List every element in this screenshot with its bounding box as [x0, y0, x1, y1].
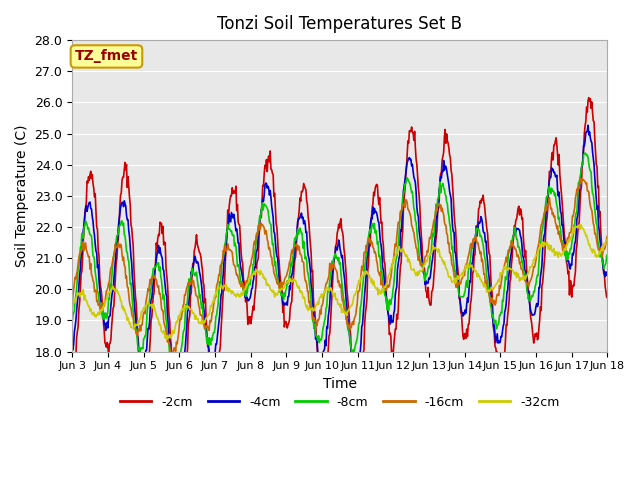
-4cm [406, 155, 413, 160]
-8cm [78, 230, 86, 236]
-2cm [174, 430, 182, 435]
Line: -32cm: -32cm [72, 225, 607, 339]
-8cm [604, 252, 611, 258]
-32cm [406, 259, 413, 265]
-16cm [68, 300, 76, 306]
-8cm [133, 332, 141, 338]
Line: -8cm: -8cm [72, 153, 607, 377]
-16cm [216, 263, 224, 268]
-16cm [188, 277, 196, 283]
-16cm [421, 254, 429, 260]
Text: TZ_fmet: TZ_fmet [75, 49, 138, 63]
Y-axis label: Soil Temperature (C): Soil Temperature (C) [15, 125, 29, 267]
-32cm [68, 306, 76, 312]
Legend: -2cm, -4cm, -8cm, -16cm, -32cm: -2cm, -4cm, -8cm, -16cm, -32cm [115, 391, 564, 414]
Line: -2cm: -2cm [72, 97, 607, 432]
-32cm [188, 308, 196, 314]
-2cm [188, 272, 196, 277]
-8cm [581, 150, 589, 156]
-4cm [133, 332, 141, 338]
-32cm [163, 336, 170, 342]
-32cm [421, 262, 429, 267]
-2cm [216, 344, 224, 350]
-2cm [406, 128, 413, 133]
-8cm [406, 180, 413, 185]
-2cm [604, 295, 611, 300]
-2cm [421, 272, 429, 277]
Line: -4cm: -4cm [72, 125, 607, 401]
-32cm [604, 236, 611, 242]
-4cm [421, 281, 429, 287]
X-axis label: Time: Time [323, 377, 356, 391]
-32cm [133, 322, 141, 327]
-16cm [133, 332, 141, 338]
-4cm [68, 345, 76, 350]
-32cm [577, 222, 584, 228]
-16cm [168, 352, 176, 358]
-4cm [604, 271, 611, 276]
Title: Tonzi Soil Temperatures Set B: Tonzi Soil Temperatures Set B [218, 15, 462, 33]
-8cm [421, 277, 429, 283]
-32cm [216, 285, 224, 290]
-4cm [188, 273, 196, 278]
-8cm [170, 374, 177, 380]
-16cm [406, 209, 413, 215]
-16cm [604, 233, 611, 239]
-8cm [68, 319, 76, 325]
-4cm [584, 122, 592, 128]
-2cm [133, 316, 141, 322]
-16cm [78, 246, 86, 252]
Line: -16cm: -16cm [72, 179, 607, 355]
-8cm [188, 266, 196, 272]
-4cm [173, 398, 181, 404]
-2cm [68, 373, 76, 379]
-2cm [78, 268, 86, 274]
-16cm [577, 176, 585, 181]
-4cm [78, 251, 86, 256]
-2cm [585, 95, 593, 100]
-4cm [216, 303, 224, 309]
-32cm [78, 291, 86, 297]
-8cm [216, 282, 224, 288]
